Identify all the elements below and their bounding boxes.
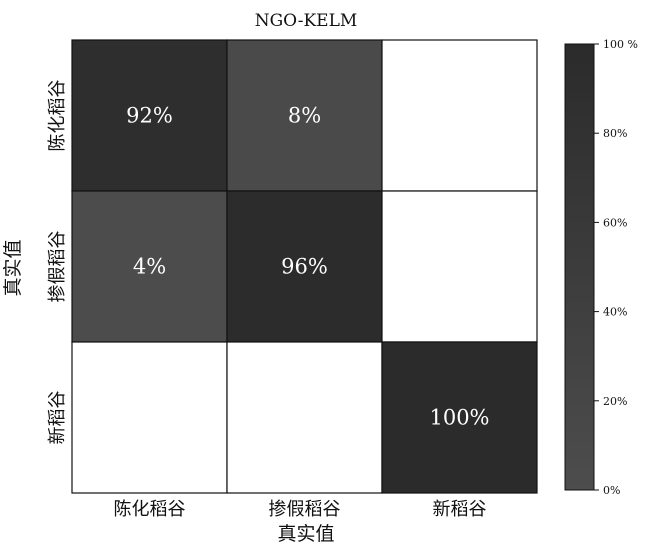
colorbar-tick-label: 60% xyxy=(603,216,627,229)
heatmap-cell-0-1 xyxy=(226,39,383,192)
heatmap-cell-2-1 xyxy=(226,341,383,494)
colorbar-tick-label: 0% xyxy=(603,484,620,497)
x-tick-label: 掺假稻谷 xyxy=(269,499,341,520)
heatmap-cell-1-1 xyxy=(226,190,383,343)
colorbar-tick-label: 80% xyxy=(603,127,627,140)
colorbar-tick-label: 40% xyxy=(603,306,627,319)
heatmap-cell-1-2 xyxy=(381,190,538,343)
cell-value-label: 96% xyxy=(281,255,328,279)
y-tick-label: 掺假稻谷 xyxy=(47,231,68,303)
heatmap-cell-0-2 xyxy=(381,39,538,192)
y-tick-label: 新稻谷 xyxy=(47,391,68,445)
heatmap-cell-0-0 xyxy=(71,39,228,192)
cell-value-label: 92% xyxy=(126,104,173,128)
colorbar: 0% 20% 40% 60% 80% 100 % xyxy=(564,38,638,497)
y-axis-label: 真实值 xyxy=(2,239,24,296)
heatmap-cell-2-2 xyxy=(381,341,538,494)
heatmap-cells: 92% 8% 4% 96% 100% xyxy=(71,39,538,494)
x-tick-label: 新稻谷 xyxy=(433,499,487,520)
cell-value-label: 4% xyxy=(133,255,166,279)
colorbar-tick-label: 20% xyxy=(603,395,627,408)
x-tick-labels: 陈化稻谷 掺假稻谷 新稻谷 xyxy=(114,499,487,520)
x-tick-label: 陈化稻谷 xyxy=(114,499,186,520)
cell-value-label: 100% xyxy=(429,406,489,430)
chart-title: NGO-KELM xyxy=(255,11,358,31)
cell-value-label: 8% xyxy=(288,104,321,128)
x-axis-label: 真实值 xyxy=(277,523,334,545)
heatmap-cell-1-0 xyxy=(71,190,228,343)
colorbar-gradient xyxy=(564,43,595,491)
y-tick-label: 陈化稻谷 xyxy=(47,80,68,152)
heatmap-cell-2-0 xyxy=(71,341,228,494)
colorbar-tick-label: 100 % xyxy=(603,38,638,51)
